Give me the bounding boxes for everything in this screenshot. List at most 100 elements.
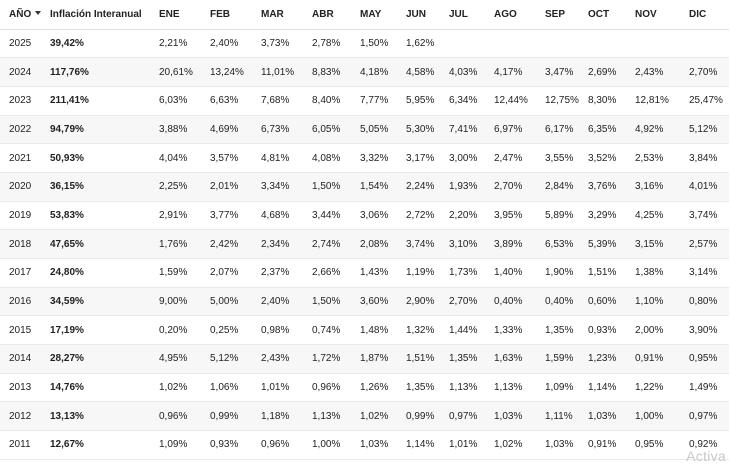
month-column-header[interactable]: FEB xyxy=(210,0,261,30)
month-value-cell: 3,73% xyxy=(261,29,312,59)
year-cell: 2012 xyxy=(0,401,50,432)
interannual-cell: 14,76% xyxy=(50,373,159,403)
month-value-cell: 0,80% xyxy=(689,287,729,317)
year-cell: 2015 xyxy=(0,315,50,346)
month-value-cell: 0,91% xyxy=(588,430,635,460)
month-value-cell: 1,03% xyxy=(588,401,635,432)
interannual-cell: 17,19% xyxy=(50,315,159,346)
year-cell: 2018 xyxy=(0,229,50,259)
month-value-cell: 2,40% xyxy=(261,287,312,317)
table-row: 2016 34,59% 9,00% 5,00% 2,40% 1,50% 3,60% 2,90%… xyxy=(0,287,729,317)
month-value-cell: 3,74% xyxy=(406,229,449,259)
month-value-cell: 1,01% xyxy=(449,430,494,460)
month-column-header[interactable]: DIC xyxy=(689,0,729,30)
month-column-header[interactable]: JUN xyxy=(406,0,449,30)
month-value-cell: 3,17% xyxy=(406,143,449,173)
month-value-cell: 0,91% xyxy=(635,344,689,374)
year-header-label: AÑO xyxy=(9,8,32,20)
month-value-cell: 3,76% xyxy=(588,172,635,202)
month-value-cell: 1,93% xyxy=(449,172,494,202)
month-value-cell: 4,18% xyxy=(360,57,406,87)
month-value-cell: 0,98% xyxy=(261,315,312,346)
month-value-cell: 7,68% xyxy=(261,86,312,116)
month-value-cell: 6,73% xyxy=(261,115,312,145)
year-cell: 2014 xyxy=(0,344,50,374)
month-value-cell: 2,69% xyxy=(588,57,635,87)
month-value-cell: 3,52% xyxy=(588,143,635,173)
year-column-header[interactable]: AÑO xyxy=(0,0,50,30)
month-value-cell: 4,03% xyxy=(449,57,494,87)
table-row: 2015 17,19% 0,20% 0,25% 0,98% 0,74% 1,48% 1,32%… xyxy=(0,315,729,346)
month-value-cell: 1,19% xyxy=(406,258,449,288)
month-value-cell: 1,35% xyxy=(545,315,588,346)
month-value-cell: 3,47% xyxy=(545,57,588,87)
month-column-header[interactable]: AGO xyxy=(494,0,545,30)
month-value-cell: 8,40% xyxy=(312,86,360,116)
month-value-cell: 1,18% xyxy=(261,401,312,432)
month-column-header[interactable]: JUL xyxy=(449,0,494,30)
month-value-cell: 2,24% xyxy=(406,172,449,202)
month-value-cell: 4,17% xyxy=(494,57,545,87)
month-value-cell xyxy=(588,29,635,59)
month-value-cell: 2,70% xyxy=(689,57,729,87)
month-value-cell: 1,11% xyxy=(545,401,588,432)
month-value-cell: 3,60% xyxy=(360,287,406,317)
month-value-cell: 0,97% xyxy=(689,401,729,432)
month-column-header[interactable]: MAR xyxy=(261,0,312,30)
month-value-cell: 1,09% xyxy=(159,430,210,460)
month-value-cell: 1,38% xyxy=(635,258,689,288)
month-value-cell: 1,59% xyxy=(159,258,210,288)
month-value-cell: 6,34% xyxy=(449,86,494,116)
month-value-cell: 0,93% xyxy=(588,315,635,346)
year-cell: 2022 xyxy=(0,115,50,145)
month-value-cell: 3,15% xyxy=(635,229,689,259)
month-value-cell: 3,32% xyxy=(360,143,406,173)
month-value-cell: 0,60% xyxy=(588,287,635,317)
year-cell: 2016 xyxy=(0,287,50,317)
month-value-cell: 1,44% xyxy=(449,315,494,346)
month-column-header[interactable]: NOV xyxy=(635,0,689,30)
month-value-cell: 1,76% xyxy=(159,229,210,259)
year-cell: 2017 xyxy=(0,258,50,288)
month-value-cell: 4,01% xyxy=(689,172,729,202)
month-column-header[interactable]: MAY xyxy=(360,0,406,30)
month-value-cell: 20,61% xyxy=(159,57,210,87)
sort-desc-icon[interactable] xyxy=(35,11,42,16)
month-value-cell: 6,05% xyxy=(312,115,360,145)
interannual-cell: 28,27% xyxy=(50,344,159,374)
month-value-cell: 8,30% xyxy=(588,86,635,116)
month-value-cell: 1,63% xyxy=(494,344,545,374)
month-value-cell: 0,97% xyxy=(449,401,494,432)
month-value-cell: 2,20% xyxy=(449,201,494,231)
month-value-cell: 3,90% xyxy=(689,315,729,346)
month-value-cell: 0,96% xyxy=(312,373,360,403)
month-value-cell: 1,23% xyxy=(588,344,635,374)
interannual-cell: 39,42% xyxy=(50,29,159,59)
month-value-cell: 2,34% xyxy=(261,229,312,259)
month-value-cell: 1,50% xyxy=(312,172,360,202)
month-column-header[interactable]: SEP xyxy=(545,0,588,30)
month-value-cell: 5,12% xyxy=(210,344,261,374)
year-cell: 2025 xyxy=(0,29,50,59)
month-value-cell: 2,40% xyxy=(210,29,261,59)
month-value-cell: 13,24% xyxy=(210,57,261,87)
month-value-cell: 1,01% xyxy=(261,373,312,403)
year-cell: 2013 xyxy=(0,373,50,403)
month-column-header[interactable]: ENE xyxy=(159,0,210,30)
year-cell: 2024 xyxy=(0,57,50,87)
interannual-column-header[interactable]: Inflación Interanual xyxy=(50,0,159,30)
month-value-cell: 6,03% xyxy=(159,86,210,116)
month-value-cell: 1,14% xyxy=(588,373,635,403)
month-column-header[interactable]: ABR xyxy=(312,0,360,30)
month-value-cell: 1,06% xyxy=(210,373,261,403)
month-value-cell: 0,95% xyxy=(689,344,729,374)
month-value-cell: 3,14% xyxy=(689,258,729,288)
month-value-cell: 2,00% xyxy=(635,315,689,346)
month-value-cell: 5,05% xyxy=(360,115,406,145)
month-value-cell: 1,22% xyxy=(635,373,689,403)
month-column-header[interactable]: OCT xyxy=(588,0,635,30)
month-value-cell: 3,00% xyxy=(449,143,494,173)
month-value-cell: 3,95% xyxy=(494,201,545,231)
month-value-cell: 2,78% xyxy=(312,29,360,59)
